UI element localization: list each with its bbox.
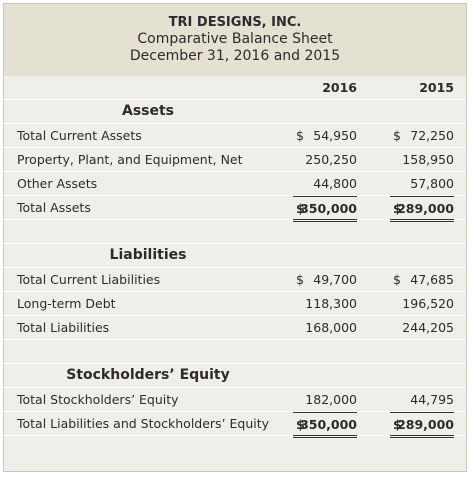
spacer-row (4, 340, 466, 364)
currency-sign: $ (393, 417, 402, 432)
line-item-row: Property, Plant, and Equipment, Net 250,2… (4, 148, 466, 172)
spacer-row (4, 220, 466, 244)
amount-cell: $54,950 (293, 124, 357, 147)
line-item-row: Total Current Liabilities $49,700 $47,685 (4, 268, 466, 292)
sheet-date: December 31, 2016 and 2015 (129, 48, 341, 64)
section-row: Liabilities (4, 244, 466, 268)
currency-sign: $ (393, 128, 401, 143)
currency-sign: $ (296, 128, 304, 143)
amount: 196,520 (402, 296, 454, 311)
amount-cell: $72,250 (390, 124, 454, 147)
amount: 47,685 (410, 272, 454, 287)
amount: 350,000 (300, 201, 357, 216)
line-item-label: Total Liabilities and Stockholders’ Equi… (17, 416, 270, 431)
line-item-label: Total Liabilities (17, 320, 110, 335)
amount-cell: 44,800 (293, 172, 357, 195)
amount-cell: 196,520 (390, 292, 454, 315)
section-row: Stockholders’ Equity (4, 364, 466, 388)
line-item-label: Other Assets (17, 176, 98, 191)
amount-cell: 44,795 (390, 388, 454, 411)
amount: 244,205 (402, 320, 454, 335)
amount-cell: $47,685 (390, 268, 454, 291)
amount: 49,700 (313, 272, 357, 287)
amount-cell: 182,000 (293, 388, 357, 411)
amount-cell: $289,000 (390, 196, 454, 222)
amount: 118,300 (305, 296, 357, 311)
line-item-label: Total Assets (17, 200, 91, 215)
amount: 350,000 (300, 417, 357, 432)
line-item-row: Other Assets 44,800 57,800 (4, 172, 466, 196)
line-item-row: Long-term Debt 118,300 196,520 (4, 292, 466, 316)
amount-cell: $49,700 (293, 268, 357, 291)
line-item-row: Total Liabilities 168,000 244,205 (4, 316, 466, 340)
amount: 72,250 (410, 128, 454, 143)
line-item-row: Total Liabilities and Stockholders’ Equi… (4, 412, 466, 438)
currency-sign: $ (393, 272, 401, 287)
amount-cell: 244,205 (390, 316, 454, 339)
column-header: 2016 (322, 80, 357, 95)
company-name: TRI DESIGNS, INC. (168, 15, 302, 30)
amount-cell: 250,250 (293, 148, 357, 171)
section-row: Assets (4, 100, 466, 124)
amount: 158,950 (402, 152, 454, 167)
amount-cell: 118,300 (293, 292, 357, 315)
line-item-label: Property, Plant, and Equipment, Net (17, 152, 243, 167)
amount: 289,000 (397, 201, 454, 216)
amount: 44,800 (313, 176, 357, 191)
line-item-row: Total Assets $350,000 $289,000 (4, 196, 466, 222)
amount-cell: 57,800 (390, 172, 454, 195)
line-item-label: Total Current Assets (17, 128, 142, 143)
section-title: Stockholders’ Equity (66, 367, 230, 383)
amount: 289,000 (397, 417, 454, 432)
amount-cell: 168,000 (293, 316, 357, 339)
amount: 168,000 (305, 320, 357, 335)
column-header-row: 2016 2015 (4, 76, 466, 100)
currency-sign: $ (296, 201, 305, 216)
currency-sign: $ (296, 417, 305, 432)
amount-cell: 158,950 (390, 148, 454, 171)
amount: 57,800 (410, 176, 454, 191)
column-header: 2015 (419, 80, 454, 95)
amount: 182,000 (305, 392, 357, 407)
sheet-title: Comparative Balance Sheet (137, 31, 333, 47)
amount-cell: $350,000 (293, 196, 357, 222)
line-item-row: Total Current Assets $54,950 $72,250 (4, 124, 466, 148)
section-title: Assets (121, 103, 175, 119)
line-item-label: Long-term Debt (17, 296, 116, 311)
line-item-label: Total Stockholders’ Equity (17, 392, 179, 407)
line-item-label: Total Current Liabilities (17, 272, 161, 287)
currency-sign: $ (296, 272, 304, 287)
balance-sheet: TRI DESIGNS, INC. Comparative Balance Sh… (3, 3, 467, 472)
amount-cell: $289,000 (390, 412, 454, 438)
header: TRI DESIGNS, INC. Comparative Balance Sh… (4, 4, 466, 76)
amount: 44,795 (410, 392, 454, 407)
line-item-row: Total Stockholders’ Equity 182,000 44,795 (4, 388, 466, 412)
amount-cell: $350,000 (293, 412, 357, 438)
amount: 54,950 (313, 128, 357, 143)
currency-sign: $ (393, 201, 402, 216)
amount: 250,250 (305, 152, 357, 167)
section-title: Liabilities (109, 247, 187, 263)
